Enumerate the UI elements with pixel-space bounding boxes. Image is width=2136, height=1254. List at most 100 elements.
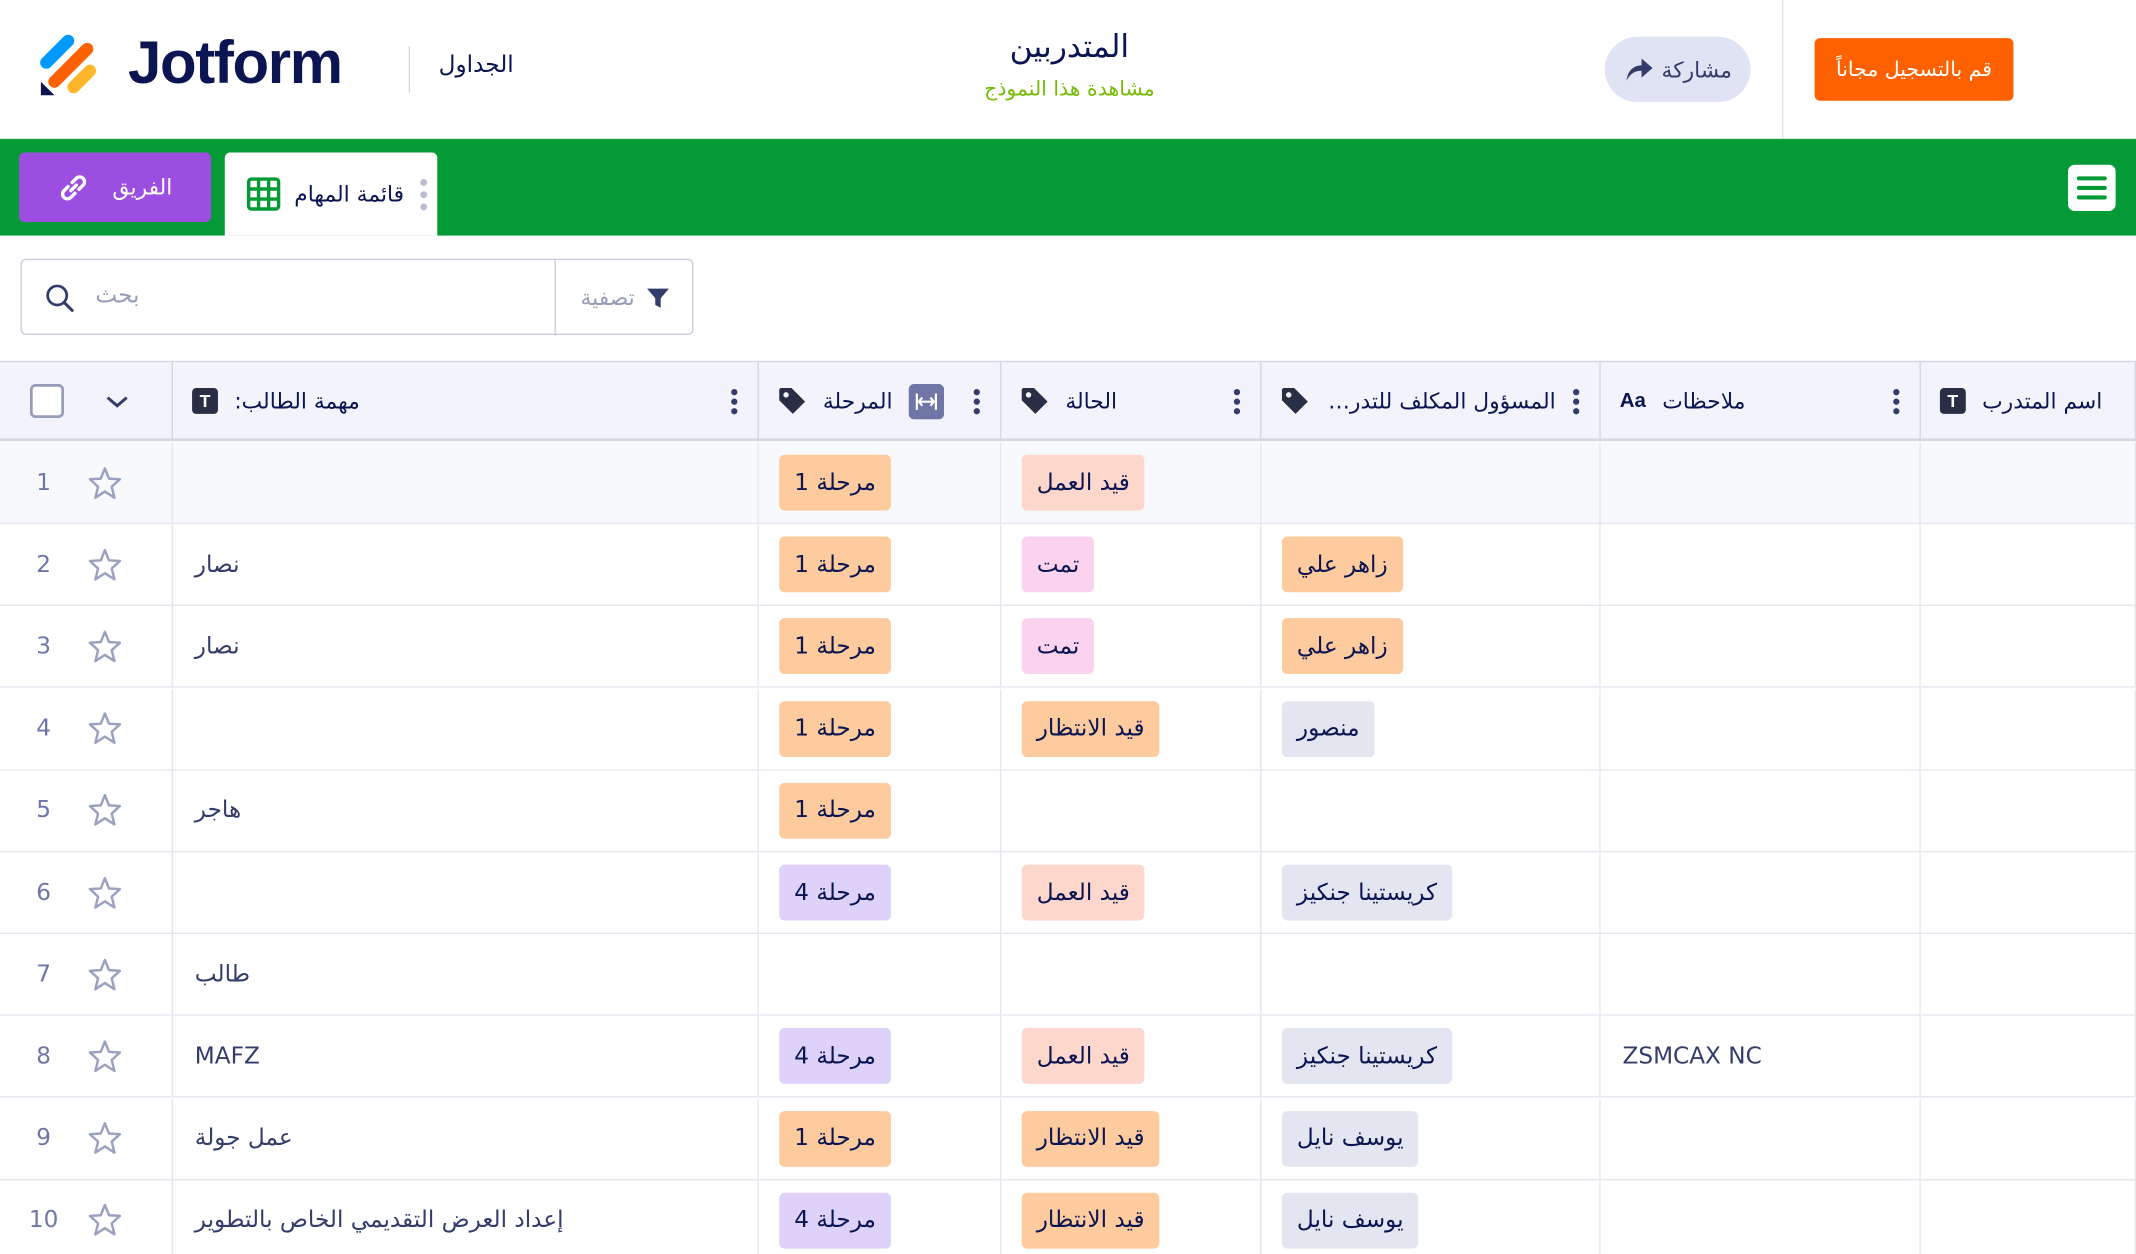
table-cell[interactable] (1920, 524, 2136, 607)
share-button[interactable]: مشاركة (1604, 36, 1751, 103)
section-link[interactable]: الجداول (438, 51, 514, 79)
column-label: الحالة (1065, 388, 1118, 414)
table-cell[interactable] (1920, 442, 2136, 525)
table-cell[interactable] (1920, 934, 2136, 1017)
table-cell[interactable]: مرحلة 1 (758, 442, 1002, 525)
tag-pill: زاهر علي (1281, 618, 1403, 675)
table-cell[interactable] (1920, 1180, 2136, 1254)
table-cell[interactable]: قيد الانتظار (1001, 1180, 1262, 1254)
table-cell[interactable]: منصور (1261, 688, 1601, 771)
table-cell[interactable] (1920, 852, 2136, 935)
table-cell[interactable]: زاهر علي (1261, 606, 1601, 689)
table-cell[interactable] (1001, 770, 1262, 853)
column-header: الحالة (1001, 360, 1262, 442)
team-button[interactable]: الفريق (19, 152, 212, 222)
menu-button[interactable] (2067, 164, 2116, 212)
table-cell[interactable]: قيد الانتظار (1001, 1098, 1262, 1180)
table-cell[interactable]: مرحلة 1 (758, 606, 1002, 689)
table-cell[interactable] (1600, 770, 1921, 853)
table-cell[interactable]: MAFZ (173, 1016, 759, 1098)
table-cell[interactable]: عمل جولة (173, 1098, 759, 1180)
table-cell[interactable] (1261, 442, 1601, 525)
table-cell[interactable]: مرحلة 1 (758, 688, 1002, 771)
table-cell[interactable] (758, 934, 1002, 1017)
table-cell[interactable] (1920, 770, 2136, 853)
table-cell[interactable] (1920, 1016, 2136, 1098)
column-menu[interactable] (1572, 387, 1580, 414)
table-cell[interactable] (173, 852, 759, 935)
column-menu[interactable] (1892, 387, 1900, 414)
favorite-star[interactable] (87, 1121, 122, 1156)
table-cell[interactable]: كريستينا جنكيز (1261, 852, 1601, 935)
table-cell[interactable]: مرحلة 1 (758, 524, 1002, 607)
signup-button[interactable]: قم بالتسجيل مجاناً (1814, 38, 2014, 101)
table-cell[interactable] (1261, 770, 1601, 853)
table-cell[interactable]: طالب (173, 934, 759, 1017)
filter-button[interactable]: تصفية (554, 258, 694, 337)
select-all-checkbox[interactable] (29, 383, 65, 419)
column-menu[interactable] (973, 387, 981, 414)
table-cell[interactable]: قيد العمل (1001, 852, 1262, 935)
row-number: 8 (36, 1042, 51, 1071)
table-cell[interactable]: زاهر علي (1261, 524, 1601, 607)
table-cell[interactable]: قيد الانتظار (1001, 688, 1262, 771)
column-header: T مهمة الطالب: (173, 360, 759, 442)
table-cell[interactable]: كريستينا جنكيز (1261, 1016, 1601, 1098)
table-cell[interactable] (1600, 606, 1921, 689)
favorite-star[interactable] (87, 711, 122, 746)
select-dropdown[interactable] (105, 393, 130, 409)
tasks-tab[interactable]: قائمة المهام (224, 152, 438, 236)
favorite-star[interactable] (87, 547, 122, 582)
favorite-star[interactable] (87, 465, 122, 500)
table-cell[interactable]: يوسف نايل (1261, 1180, 1601, 1254)
table-cell[interactable]: نصار (173, 606, 759, 689)
table-cell[interactable] (1600, 524, 1921, 607)
table-cell[interactable]: تمت (1001, 606, 1262, 689)
column-menu[interactable] (1233, 387, 1241, 414)
column-type-icon: Aa (1619, 389, 1646, 413)
table-cell[interactable]: ZSMCAX NC (1600, 1016, 1921, 1098)
table-cell[interactable] (173, 688, 759, 771)
cell-text: نصار (194, 551, 240, 579)
table-cell[interactable] (1600, 442, 1921, 525)
cell-text: MAFZ (194, 1042, 260, 1071)
table-cell[interactable] (1920, 606, 2136, 689)
table-cell[interactable] (1920, 688, 2136, 771)
cell-text: نصار (194, 632, 240, 661)
view-form-link[interactable]: مشاهدة هذا النموذج (984, 76, 1155, 101)
favorite-star[interactable] (87, 1039, 122, 1074)
favorite-star[interactable] (87, 875, 122, 910)
row-header: 6 (0, 852, 174, 935)
table-cell[interactable]: مرحلة 4 (758, 1180, 1002, 1254)
table-cell[interactable] (173, 442, 759, 525)
table-cell[interactable] (1261, 934, 1601, 1017)
table-cell[interactable]: يوسف نايل (1261, 1098, 1601, 1180)
table-cell[interactable]: إعداد العرض التقديمي الخاص بالتطوير (173, 1180, 759, 1254)
table-cell[interactable] (1600, 934, 1921, 1017)
search-box[interactable] (20, 258, 694, 335)
table-cell[interactable]: مرحلة 1 (758, 770, 1002, 853)
table-cell[interactable] (1920, 1098, 2136, 1180)
favorite-star[interactable] (87, 1203, 122, 1238)
table-cell[interactable] (1600, 1180, 1921, 1254)
table-cell[interactable]: قيد العمل (1001, 1016, 1262, 1098)
table-cell[interactable] (1600, 852, 1921, 935)
column-menu[interactable] (730, 387, 738, 414)
table-cell[interactable]: مرحلة 1 (758, 1098, 1002, 1180)
table-cell[interactable]: مرحلة 4 (758, 1016, 1002, 1098)
table-cell[interactable]: مرحلة 4 (758, 852, 1002, 935)
table-cell[interactable]: هاجر (173, 770, 759, 853)
favorite-star[interactable] (87, 793, 122, 828)
table-cell[interactable] (1001, 934, 1262, 1017)
row-header: 4 (0, 688, 174, 771)
favorite-star[interactable] (87, 957, 122, 992)
table-cell[interactable]: تمت (1001, 524, 1262, 607)
table-cell[interactable] (1600, 688, 1921, 771)
table-cell[interactable] (1600, 1098, 1921, 1180)
table-cell[interactable]: قيد العمل (1001, 442, 1262, 525)
favorite-star[interactable] (87, 629, 122, 664)
table-cell[interactable]: نصار (173, 524, 759, 607)
tab-menu[interactable] (418, 176, 429, 211)
logo[interactable]: Jotform (128, 29, 343, 97)
